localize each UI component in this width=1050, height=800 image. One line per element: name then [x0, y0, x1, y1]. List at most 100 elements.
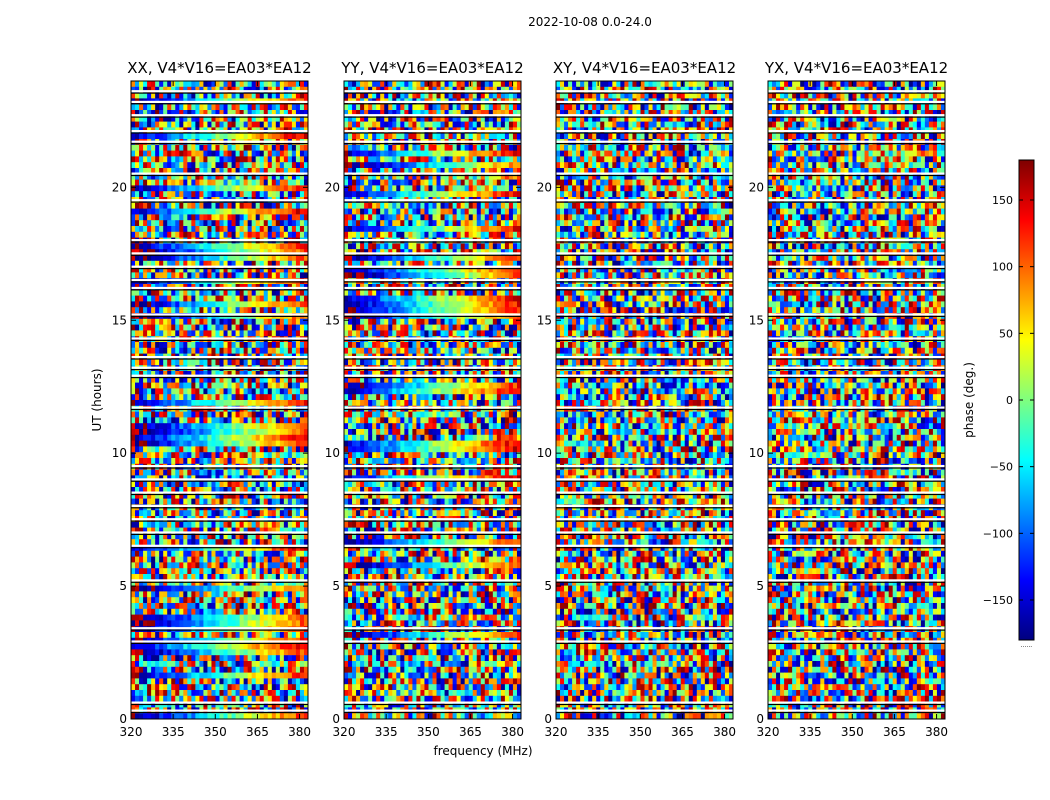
heatmap-cell: [227, 208, 232, 215]
heatmap-cell: [171, 632, 176, 639]
heatmap-cell: [303, 162, 309, 169]
heatmap-cell: [147, 434, 152, 441]
heatmap-cell: [299, 301, 305, 308]
heatmap-cell: [299, 429, 305, 436]
heatmap-cell: [131, 185, 136, 192]
heatmap-cell: [239, 231, 245, 238]
heatmap-cell: [267, 330, 273, 337]
heatmap-cell: [207, 713, 212, 720]
heatmap-cell: [187, 359, 192, 366]
heatmap-cell: [271, 133, 277, 140]
heatmap-cell: [243, 289, 249, 296]
heatmap-cell: [275, 510, 281, 517]
heatmap-cell: [175, 597, 180, 604]
heatmap-cell: [259, 220, 265, 227]
heatmap-cell: [211, 568, 216, 575]
heatmap-cell: [143, 382, 148, 389]
heatmap-cell: [243, 632, 249, 639]
heatmap-cell: [279, 307, 285, 314]
heatmap-cell: [215, 92, 220, 99]
heatmap-cell: [203, 666, 208, 673]
heatmap-cell: [175, 620, 180, 627]
heatmap-cell: [175, 434, 180, 441]
heatmap-cell: [247, 440, 253, 447]
heatmap-cell: [295, 458, 301, 465]
heatmap-cell: [151, 231, 156, 238]
heatmap-cell: [275, 429, 281, 436]
heatmap-cell: [251, 411, 257, 418]
heatmap-cell: [243, 260, 249, 267]
heatmap-cell: [231, 643, 236, 650]
heatmap-cell: [135, 185, 140, 192]
heatmap-cell: [167, 684, 172, 691]
heatmap-cell: [299, 614, 305, 621]
heatmap-cell: [183, 307, 188, 314]
heatmap-cell: [139, 289, 144, 296]
heatmap-cell: [303, 121, 309, 128]
heatmap-cell: [295, 133, 301, 140]
heatmap-cell: [255, 133, 261, 140]
heatmap-cell: [175, 301, 180, 308]
heatmap-cell: [247, 458, 253, 465]
heatmap-cell: [287, 359, 293, 366]
heatmap-cell: [139, 208, 144, 215]
heatmap-cell: [147, 678, 152, 685]
heatmap-cell: [211, 666, 216, 673]
heatmap-cell: [219, 243, 224, 250]
heatmap-cell: [199, 104, 204, 111]
heatmap-cell: [163, 458, 168, 465]
heatmap-cell: [263, 481, 269, 488]
heatmap-cell: [247, 672, 253, 679]
heatmap-cell: [159, 295, 164, 302]
heatmap-cell: [247, 643, 253, 650]
heatmap-cell: [191, 655, 196, 662]
heatmap-cell: [183, 678, 188, 685]
heatmap-cell: [243, 330, 249, 337]
heatmap-cell: [183, 301, 188, 308]
heatmap-cell: [155, 81, 160, 88]
heatmap-cell: [159, 695, 164, 702]
heatmap-cell: [215, 492, 220, 499]
heatmap-cell: [243, 301, 249, 308]
heatmap-cell: [291, 661, 297, 668]
heatmap-cell: [223, 440, 228, 447]
heatmap-cell: [155, 289, 160, 296]
heatmap-cell: [131, 492, 136, 499]
heatmap-cell: [231, 678, 236, 685]
heatmap-cell: [167, 121, 172, 128]
heatmap-cell: [291, 603, 297, 610]
heatmap-cell: [171, 695, 176, 702]
heatmap-cell: [155, 684, 160, 691]
heatmap-cell: [267, 678, 273, 685]
heatmap-cell: [155, 92, 160, 99]
heatmap-cell: [203, 539, 208, 546]
heatmap-cell: [227, 388, 232, 395]
heatmap-cell: [183, 144, 188, 151]
heatmap-cell: [167, 104, 172, 111]
heatmap-cell: [223, 429, 228, 436]
heatmap-cell: [235, 342, 241, 349]
heatmap-cell: [227, 440, 232, 447]
heatmap-cell: [195, 655, 200, 662]
heatmap-cell: [155, 400, 160, 407]
heatmap-cell: [159, 168, 164, 175]
heatmap-cell: [259, 104, 265, 111]
heatmap-cell: [211, 220, 216, 227]
heatmap-cell: [231, 603, 236, 610]
heatmap-cell: [143, 110, 148, 117]
heatmap-cell: [131, 417, 136, 424]
heatmap-cell: [299, 562, 305, 569]
heatmap-cell: [263, 492, 269, 499]
heatmap-cell: [303, 330, 309, 337]
heatmap-cell: [291, 249, 297, 256]
heatmap-cell: [203, 173, 208, 180]
heatmap-cell: [191, 185, 196, 192]
heatmap-cell: [259, 226, 265, 233]
heatmap-cell: [279, 202, 285, 209]
heatmap-cell: [171, 643, 176, 650]
heatmap-cell: [247, 614, 253, 621]
heatmap-cell: [211, 226, 216, 233]
heatmap-cell: [215, 121, 220, 128]
heatmap-cell: [223, 144, 228, 151]
heatmap-cell: [267, 429, 273, 436]
